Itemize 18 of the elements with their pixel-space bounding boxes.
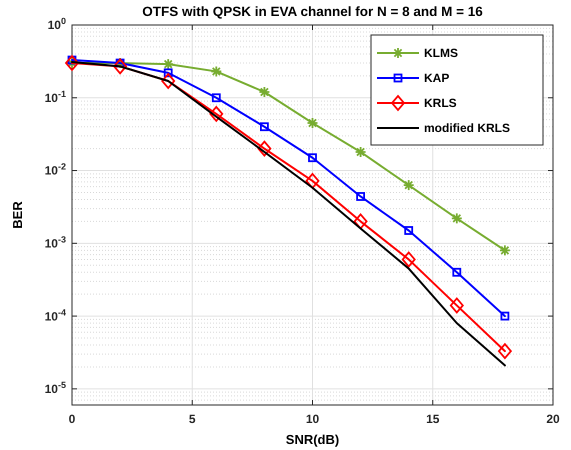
chart-title: OTFS with QPSK in EVA channel for N = 8 and M = 16	[142, 4, 484, 19]
y-tick-label: 10$^{-2}$	[44, 162, 66, 178]
legend-label: modified KRLS	[424, 121, 510, 136]
x-tick-label: 0	[68, 412, 76, 426]
legend-label: KRLS	[424, 96, 457, 110]
legend-label: KAP	[424, 71, 450, 86]
y-tick-label: 10$^{-1}$	[44, 88, 66, 105]
x-tick-label: 5	[188, 412, 196, 426]
y-tick-label: 10$^{-3}$	[44, 234, 66, 251]
x-tick-label: 10	[306, 412, 320, 426]
y-axis-title: BER	[10, 200, 25, 229]
y-tick-label: 10$^{-4}$	[44, 307, 66, 324]
y-tick-label: 10$^{0}$	[48, 16, 66, 32]
x-axis-title: SNR(dB)	[286, 432, 340, 447]
y-tick-label: 10$^{-5}$	[44, 380, 66, 396]
x-tick-label: 15	[426, 412, 440, 426]
legend-label: KLMS	[424, 46, 458, 60]
x-tick-label: 20	[546, 412, 560, 426]
